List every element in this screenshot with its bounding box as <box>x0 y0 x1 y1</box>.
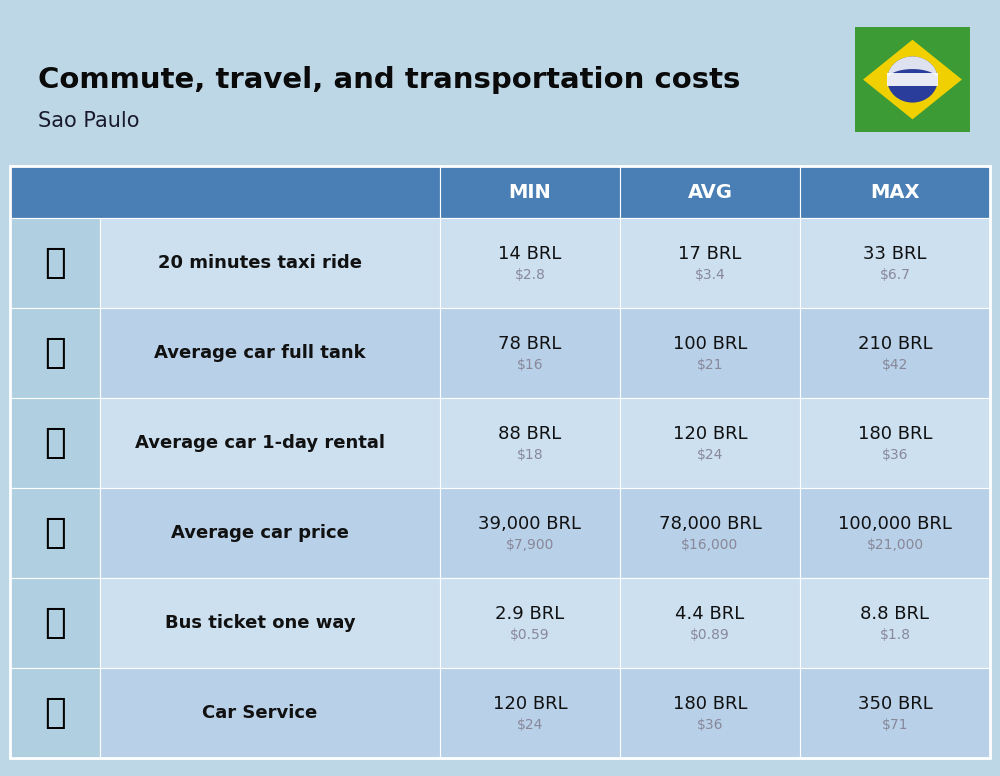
Text: 🛢: 🛢 <box>44 336 66 370</box>
Text: $36: $36 <box>697 718 723 732</box>
Text: $16: $16 <box>517 358 543 372</box>
Text: 14 BRL: 14 BRL <box>498 245 562 263</box>
Text: $36: $36 <box>882 448 908 462</box>
Bar <box>10 578 100 668</box>
Text: $6.7: $6.7 <box>880 268 910 282</box>
Bar <box>100 578 440 668</box>
Text: $16,000: $16,000 <box>681 538 739 552</box>
Bar <box>440 398 620 488</box>
Text: $3.4: $3.4 <box>695 268 725 282</box>
Text: MIN: MIN <box>509 182 551 202</box>
Text: 2.9 BRL: 2.9 BRL <box>495 605 565 623</box>
Text: 17 BRL: 17 BRL <box>678 245 742 263</box>
Bar <box>800 578 990 668</box>
Bar <box>620 398 800 488</box>
Bar <box>800 398 990 488</box>
Bar <box>800 308 990 398</box>
Text: $0.59: $0.59 <box>510 628 550 642</box>
Text: 🚕: 🚕 <box>44 246 66 280</box>
Circle shape <box>887 57 938 102</box>
Bar <box>620 308 800 398</box>
Bar <box>440 166 620 218</box>
Text: 88 BRL: 88 BRL <box>498 425 562 443</box>
Text: 78,000 BRL: 78,000 BRL <box>659 515 761 533</box>
Bar <box>800 488 990 578</box>
Text: $1.8: $1.8 <box>880 628 910 642</box>
Text: $0.89: $0.89 <box>690 628 730 642</box>
Bar <box>10 488 100 578</box>
Bar <box>440 668 620 758</box>
Text: 8.8 BRL: 8.8 BRL <box>860 605 930 623</box>
Text: Sao Paulo: Sao Paulo <box>38 111 140 131</box>
Bar <box>620 218 800 308</box>
Text: 39,000 BRL: 39,000 BRL <box>479 515 582 533</box>
Text: 33 BRL: 33 BRL <box>863 245 927 263</box>
Polygon shape <box>888 57 937 76</box>
Text: Car Service: Car Service <box>202 704 318 722</box>
Text: 210 BRL: 210 BRL <box>858 335 932 353</box>
Text: $42: $42 <box>882 358 908 372</box>
Bar <box>800 668 990 758</box>
Text: $71: $71 <box>882 718 908 732</box>
Bar <box>440 308 620 398</box>
Text: 20 minutes taxi ride: 20 minutes taxi ride <box>158 254 362 272</box>
Bar <box>10 398 100 488</box>
Bar <box>800 218 990 308</box>
Text: 120 BRL: 120 BRL <box>493 695 567 713</box>
Text: 350 BRL: 350 BRL <box>858 695 932 713</box>
Text: $24: $24 <box>517 718 543 732</box>
Text: 100 BRL: 100 BRL <box>673 335 747 353</box>
Text: $21: $21 <box>697 358 723 372</box>
Text: 78 BRL: 78 BRL <box>498 335 562 353</box>
Text: 180 BRL: 180 BRL <box>858 425 932 443</box>
Polygon shape <box>887 73 938 86</box>
Text: 🚗: 🚗 <box>44 516 66 550</box>
Bar <box>10 218 100 308</box>
Text: AVG: AVG <box>688 182 732 202</box>
Text: $2.8: $2.8 <box>515 268 545 282</box>
Bar <box>100 398 440 488</box>
Text: $18: $18 <box>517 448 543 462</box>
Text: 180 BRL: 180 BRL <box>673 695 747 713</box>
Bar <box>800 166 990 218</box>
Bar <box>620 578 800 668</box>
Text: Average car price: Average car price <box>171 524 349 542</box>
Text: $24: $24 <box>697 448 723 462</box>
Text: 🚙: 🚙 <box>44 426 66 460</box>
Text: 100,000 BRL: 100,000 BRL <box>838 515 952 533</box>
Bar <box>440 218 620 308</box>
Bar <box>440 488 620 578</box>
Bar <box>620 668 800 758</box>
Bar <box>440 578 620 668</box>
Polygon shape <box>863 40 962 120</box>
Bar <box>10 308 100 398</box>
Text: Average car full tank: Average car full tank <box>154 344 366 362</box>
Text: 4.4 BRL: 4.4 BRL <box>675 605 745 623</box>
Text: 🔧: 🔧 <box>44 696 66 730</box>
Bar <box>10 166 440 218</box>
Text: $7,900: $7,900 <box>506 538 554 552</box>
Bar <box>100 308 440 398</box>
Bar <box>10 668 100 758</box>
Bar <box>100 668 440 758</box>
Text: Average car 1-day rental: Average car 1-day rental <box>135 434 385 452</box>
Bar <box>620 166 800 218</box>
Bar <box>10 166 990 758</box>
Text: MAX: MAX <box>870 182 920 202</box>
Text: Commute, travel, and transportation costs: Commute, travel, and transportation cost… <box>38 66 740 94</box>
Text: 🚌: 🚌 <box>44 606 66 640</box>
Bar <box>100 218 440 308</box>
Text: $21,000: $21,000 <box>866 538 924 552</box>
Bar <box>100 488 440 578</box>
Text: Bus ticket one way: Bus ticket one way <box>165 614 355 632</box>
Bar <box>620 488 800 578</box>
Text: 120 BRL: 120 BRL <box>673 425 747 443</box>
